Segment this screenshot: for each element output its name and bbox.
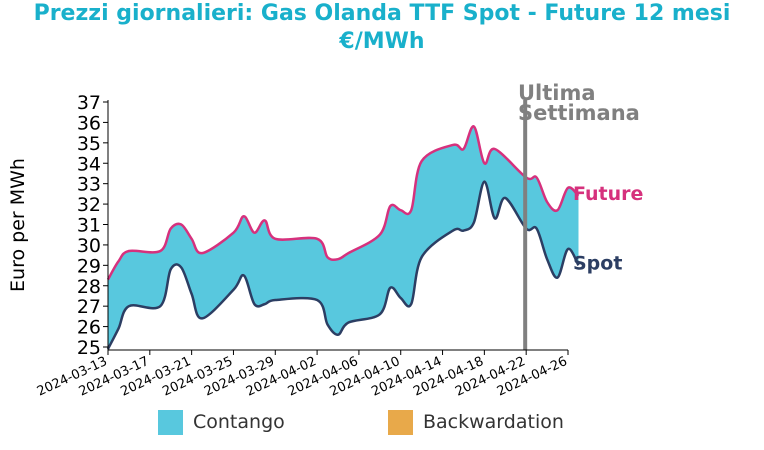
legend-swatch-contango (158, 409, 183, 435)
y-tick-label: 26 (77, 317, 101, 339)
series-label-spot: Spot (573, 252, 622, 274)
y-tick-label: 30 (77, 235, 101, 257)
legend: Contango Backwardation (0, 409, 764, 439)
y-tick-label: 28 (77, 276, 101, 298)
chart-title-line1: Prezzi giornalieri: Gas Olanda TTF Spot … (33, 1, 731, 26)
legend-item-contango: Contango (158, 409, 285, 435)
series-label-future: Future (573, 183, 643, 205)
legend-item-backwardation: Backwardation (388, 409, 564, 435)
y-tick-label: 31 (77, 215, 101, 237)
y-tick-label: 27 (77, 296, 101, 318)
y-tick-label: 29 (77, 255, 101, 277)
contango-area (108, 126, 579, 349)
legend-label-backwardation: Backwardation (423, 411, 564, 433)
y-axis-label: Euro per MWh (7, 158, 29, 292)
legend-label-contango: Contango (193, 411, 285, 433)
y-tick-label: 34 (77, 153, 101, 175)
annotation-line1: Ultima (518, 81, 596, 105)
chart-title: Prezzi giornalieri: Gas Olanda TTF Spot … (0, 0, 764, 56)
legend-swatch-backwardation (388, 409, 413, 435)
annotation-line2: Settimana (518, 101, 640, 125)
spot-line (106, 180, 580, 350)
future-line (106, 125, 580, 281)
y-tick-label: 25 (77, 337, 101, 359)
y-tick-label: 32 (77, 194, 101, 216)
chart-title-line2: €/MWh (339, 29, 425, 54)
y-tick-label: 33 (77, 174, 101, 196)
y-tick-label: 37 (77, 92, 101, 114)
y-tick-label: 36 (77, 112, 101, 134)
y-tick-label: 35 (77, 133, 101, 155)
